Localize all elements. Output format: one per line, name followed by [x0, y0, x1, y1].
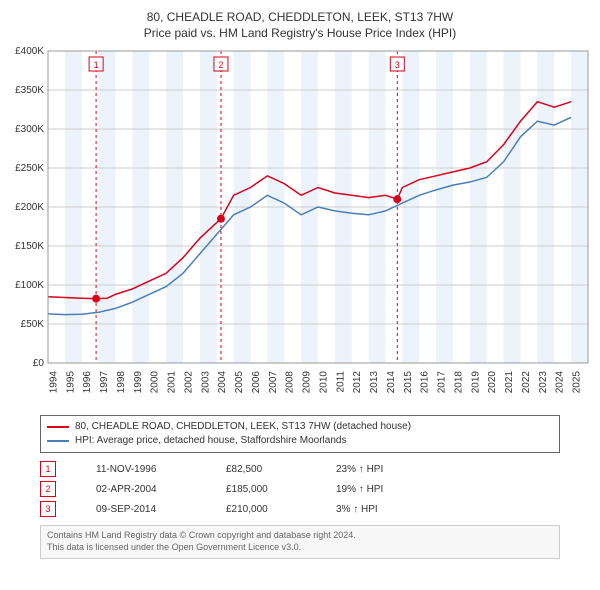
svg-text:1995: 1995 — [65, 371, 76, 394]
footer-line-2: This data is licensed under the Open Gov… — [47, 542, 553, 554]
svg-text:£350K: £350K — [15, 85, 44, 96]
title-line-1: 80, CHEADLE ROAD, CHEDDLETON, LEEK, ST13… — [0, 10, 600, 26]
svg-text:2004: 2004 — [217, 371, 228, 394]
svg-text:2012: 2012 — [352, 371, 363, 394]
svg-text:2011: 2011 — [335, 371, 346, 393]
svg-text:2: 2 — [218, 60, 223, 70]
svg-text:£150K: £150K — [15, 241, 44, 252]
svg-text:2025: 2025 — [572, 371, 583, 394]
legend-row-2: HPI: Average price, detached house, Staf… — [47, 434, 553, 448]
svg-text:1998: 1998 — [116, 371, 127, 394]
marker-row: 2 02-APR-2004 £185,000 19% ↑ HPI — [40, 479, 560, 499]
svg-text:2018: 2018 — [453, 371, 464, 394]
svg-text:2020: 2020 — [487, 371, 498, 394]
chart-container: 80, CHEADLE ROAD, CHEDDLETON, LEEK, ST13… — [0, 0, 600, 590]
marker-dot — [393, 195, 401, 203]
svg-text:2015: 2015 — [403, 371, 414, 394]
marker-row: 3 09-SEP-2014 £210,000 3% ↑ HPI — [40, 499, 560, 519]
marker-price: £185,000 — [226, 484, 296, 495]
svg-text:2009: 2009 — [302, 371, 313, 394]
marker-row: 1 11-NOV-1996 £82,500 23% ↑ HPI — [40, 459, 560, 479]
marker-date: 02-APR-2004 — [96, 484, 186, 495]
svg-text:2010: 2010 — [318, 371, 329, 394]
svg-text:2014: 2014 — [386, 371, 397, 394]
svg-text:2016: 2016 — [420, 371, 431, 394]
legend-swatch-2 — [47, 440, 69, 442]
legend-swatch-1 — [47, 426, 69, 428]
svg-text:2013: 2013 — [369, 371, 380, 394]
marker-price: £210,000 — [226, 504, 296, 515]
marker-table: 1 11-NOV-1996 £82,500 23% ↑ HPI 2 02-APR-2004… — [40, 459, 560, 519]
marker-date: 11-NOV-1996 — [96, 464, 186, 475]
footer: Contains HM Land Registry data © Crown c… — [40, 525, 560, 558]
svg-text:2001: 2001 — [167, 371, 178, 394]
marker-hpi: 23% ↑ HPI — [336, 464, 416, 475]
svg-text:£50K: £50K — [21, 319, 45, 330]
svg-text:2005: 2005 — [234, 371, 245, 394]
svg-text:2007: 2007 — [268, 371, 279, 394]
svg-text:3: 3 — [395, 60, 400, 70]
svg-text:£400K: £400K — [15, 46, 44, 57]
marker-number-box: 3 — [40, 501, 56, 517]
svg-text:2022: 2022 — [521, 371, 532, 394]
svg-text:2019: 2019 — [470, 371, 481, 394]
svg-text:£200K: £200K — [15, 202, 44, 213]
marker-number-box: 2 — [40, 481, 56, 497]
svg-text:2000: 2000 — [150, 371, 161, 394]
marker-dot — [92, 295, 100, 303]
footer-line-1: Contains HM Land Registry data © Crown c… — [47, 530, 553, 542]
marker-price: £82,500 — [226, 464, 296, 475]
legend-row-1: 80, CHEADLE ROAD, CHEDDLETON, LEEK, ST13… — [47, 420, 553, 434]
svg-text:£100K: £100K — [15, 280, 44, 291]
marker-number-box: 1 — [40, 461, 56, 477]
svg-text:1994: 1994 — [48, 371, 59, 394]
svg-text:2023: 2023 — [538, 371, 549, 394]
svg-text:1996: 1996 — [82, 371, 93, 394]
svg-text:2021: 2021 — [504, 371, 515, 394]
marker-hpi: 19% ↑ HPI — [336, 484, 416, 495]
marker-date: 09-SEP-2014 — [96, 504, 186, 515]
svg-text:1999: 1999 — [133, 371, 144, 394]
line-chart: £0 £50K £100K £150K £200K £250K £300K £350K £400… — [0, 41, 600, 411]
chart-titles: 80, CHEADLE ROAD, CHEDDLETON, LEEK, ST13… — [0, 0, 600, 41]
legend: 80, CHEADLE ROAD, CHEDDLETON, LEEK, ST13… — [40, 415, 560, 453]
svg-text:2024: 2024 — [555, 371, 566, 394]
legend-label-2: HPI: Average price, detached house, Staf… — [75, 434, 346, 448]
svg-text:1: 1 — [94, 60, 99, 70]
marker-dot — [217, 215, 225, 223]
svg-text:1997: 1997 — [99, 371, 110, 394]
svg-text:2003: 2003 — [200, 371, 211, 394]
svg-text:£300K: £300K — [15, 124, 44, 135]
svg-text:2017: 2017 — [437, 371, 448, 394]
svg-text:2006: 2006 — [251, 371, 262, 394]
svg-text:£250K: £250K — [15, 163, 44, 174]
svg-text:£0: £0 — [33, 358, 45, 369]
legend-label-1: 80, CHEADLE ROAD, CHEDDLETON, LEEK, ST13… — [75, 420, 411, 434]
title-line-2: Price paid vs. HM Land Registry's House … — [0, 26, 600, 42]
svg-text:2002: 2002 — [183, 371, 194, 394]
svg-text:2008: 2008 — [285, 371, 296, 394]
marker-hpi: 3% ↑ HPI — [336, 504, 416, 515]
